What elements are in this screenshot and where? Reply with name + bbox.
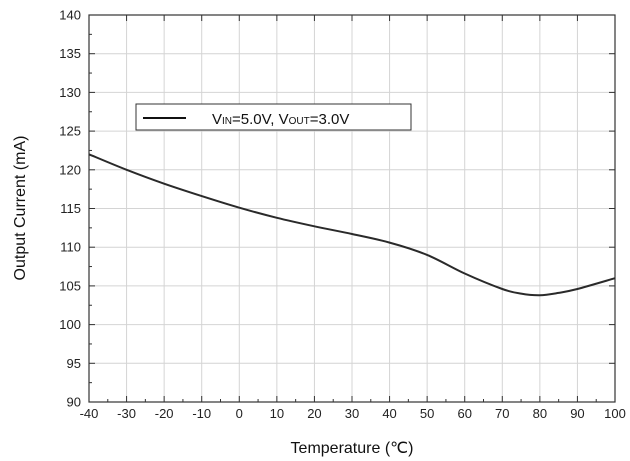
x-tick-label: -10 (192, 406, 211, 421)
x-axis-title: Temperature (℃) (291, 440, 414, 457)
y-tick-labels: 90 95 100 105 110 115 120 125 130 135 140 (59, 8, 81, 410)
legend: VIN=5.0V, VOUT=3.0V (135, 103, 412, 131)
x-tick-label: 50 (420, 406, 434, 421)
x-tick-label: -20 (155, 406, 174, 421)
legend-v1-sub: IN (222, 116, 232, 127)
y-tick-label: 95 (67, 356, 81, 371)
y-tick-label: 135 (59, 46, 81, 61)
x-tick-label: -40 (80, 406, 99, 421)
y-tick-label: 90 (67, 395, 81, 410)
x-tick-labels: -40 -30 -20 -10 0 10 20 30 40 50 60 70 80 90 100 (80, 406, 626, 421)
x-tick-label: 40 (382, 406, 396, 421)
y-tick-label: 100 (59, 317, 81, 332)
y-tick-label: 130 (59, 85, 81, 100)
series-line (88, 153, 616, 297)
y-tick-label: 140 (59, 8, 81, 23)
axis-ticks (88, 14, 616, 403)
x-tick-label: 80 (533, 406, 547, 421)
x-tick-label: -30 (117, 406, 136, 421)
legend-v2-rest: =3.0V (310, 111, 350, 128)
grid (89, 15, 615, 402)
y-tick-label: 120 (59, 162, 81, 177)
x-tick-label: 30 (345, 406, 359, 421)
x-tick-label: 100 (604, 406, 626, 421)
legend-label: VIN=5.0V, VOUT=3.0V (212, 111, 349, 128)
y-tick-label: 105 (59, 278, 81, 293)
y-tick-label: 115 (60, 201, 81, 216)
legend-v1-rest: =5.0V, (232, 111, 279, 128)
y-axis-title: Output Current (mA) (12, 136, 29, 281)
legend-v1: V (212, 111, 222, 128)
x-tick-label: 10 (270, 406, 284, 421)
legend-v2: V (279, 111, 289, 128)
x-tick-label: 20 (307, 406, 321, 421)
x-tick-label: 90 (570, 406, 584, 421)
legend-v2-sub: OUT (289, 116, 310, 127)
x-tick-label: 70 (495, 406, 509, 421)
y-tick-label: 125 (59, 124, 81, 139)
x-tick-label: 60 (457, 406, 471, 421)
x-tick-label: 0 (236, 406, 243, 421)
y-tick-label: 110 (60, 240, 81, 255)
